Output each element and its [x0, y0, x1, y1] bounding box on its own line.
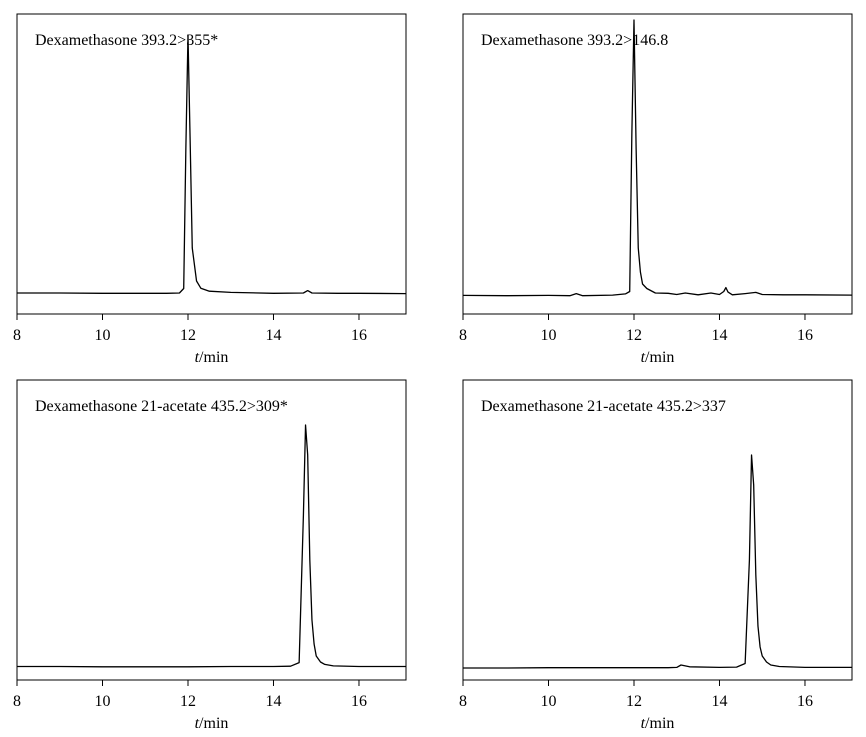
plot-frame	[462, 379, 853, 681]
x-axis-label: t/min	[641, 349, 675, 366]
chart-panel-3: Dexamethasone 21-acetate 435.2>309* 8 10 12…	[13, 379, 407, 732]
x-tick-label: 16	[797, 693, 813, 710]
x-axis-label-unit: /min	[645, 349, 674, 366]
chart-panel-4: Dexamethasone 21-acetate 435.2>337 8 10 12 1…	[459, 379, 853, 732]
x-tick-label: 14	[711, 693, 727, 710]
x-tick-label: 8	[13, 327, 21, 344]
chart-panel-2: Dexamethasone 393.2>146.8 8 10 12 14 16 t/min	[459, 13, 853, 366]
x-tick-label: 16	[351, 693, 367, 710]
chart-title: Dexamethasone 393.2>146.8	[481, 32, 668, 49]
x-tick-label: 14	[711, 327, 727, 344]
x-tick-label: 12	[626, 693, 642, 710]
chromatogram-trace	[17, 34, 407, 295]
x-axis-label: t/min	[195, 715, 229, 732]
x-tick-label: 10	[540, 327, 556, 344]
chromatogram-trace	[462, 19, 853, 297]
plot-frame	[462, 13, 853, 315]
chart-panel-1: Dexamethasone 393.2>355* 8 10 12 14 16 t/min	[13, 13, 407, 366]
x-tick-label: 10	[540, 693, 556, 710]
chart-title: Dexamethasone 21-acetate 435.2>337	[481, 398, 726, 415]
x-axis-label-var: t	[195, 715, 200, 732]
x-axis-label: t/min	[641, 715, 675, 732]
plot-frame	[16, 379, 407, 681]
x-axis-label-var: t	[641, 349, 646, 366]
chart-panels: Dexamethasone 393.2>355*8 10 12 14 16t/minDe…	[13, 13, 853, 732]
x-axis-label: t/min	[195, 349, 229, 366]
plot-frame	[16, 13, 407, 315]
x-tick-label: 16	[797, 327, 813, 344]
x-axis-label-var: t	[641, 715, 646, 732]
x-tick-label: 10	[94, 327, 110, 344]
x-tick-label: 16	[351, 327, 367, 344]
x-axis-label-unit: /min	[199, 349, 228, 366]
x-tick-label: 12	[180, 327, 196, 344]
x-axis-label-unit: /min	[645, 715, 674, 732]
x-axis-label-var: t	[195, 349, 200, 366]
x-tick-label: 12	[626, 327, 642, 344]
x-tick-label: 12	[180, 693, 196, 710]
x-tick-label: 14	[265, 327, 281, 344]
chart-title: Dexamethasone 393.2>355*	[35, 32, 218, 49]
chart-title: Dexamethasone 21-acetate 435.2>309*	[35, 398, 288, 415]
x-tick-label: 8	[13, 693, 21, 710]
x-tick-label: 8	[459, 327, 467, 344]
x-axis-label-unit: /min	[199, 715, 228, 732]
chromatogram-trace	[463, 454, 852, 669]
chromatogram-trace	[17, 424, 406, 668]
x-tick-label: 10	[94, 693, 110, 710]
x-tick-label: 14	[265, 693, 281, 710]
x-tick-label: 8	[459, 693, 467, 710]
